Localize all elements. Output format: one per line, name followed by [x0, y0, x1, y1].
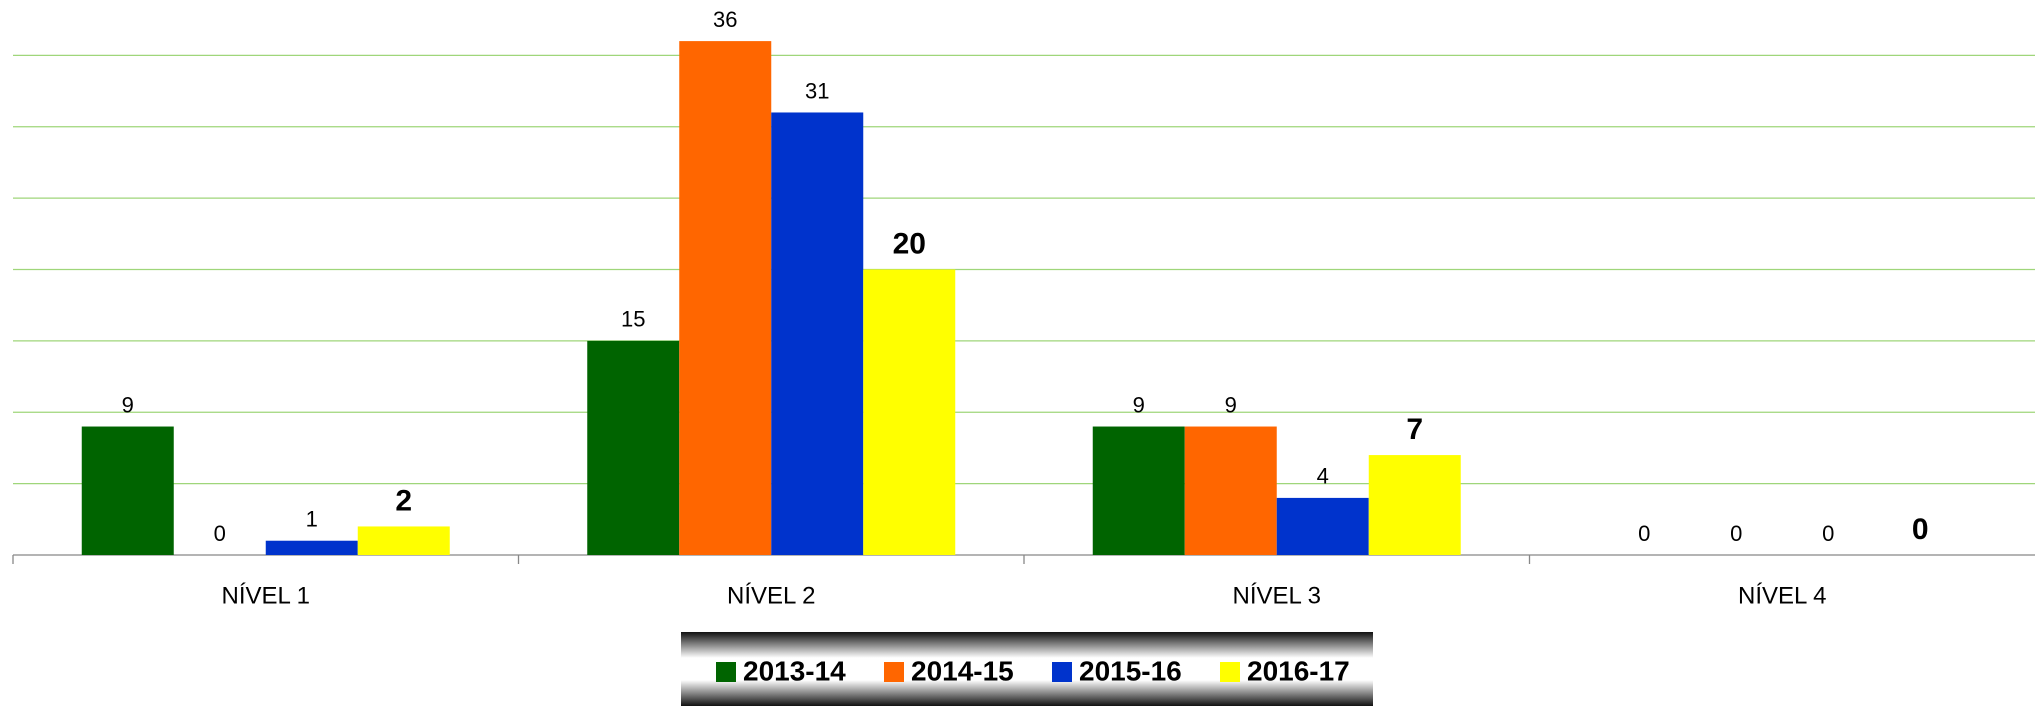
legend-label: 2015-16: [1079, 655, 1182, 686]
x-tick-label: NÍVEL 4: [1738, 582, 1827, 609]
legend-label: 2014-15: [911, 655, 1014, 686]
bar: [1276, 497, 1369, 555]
legend-label: 2016-17: [1247, 655, 1350, 686]
legend-swatch: [884, 662, 904, 682]
data-label: 0: [1822, 521, 1834, 546]
bar: [81, 426, 174, 555]
bar: [863, 269, 956, 555]
data-label: 2: [395, 484, 412, 517]
bar: [1184, 426, 1277, 555]
bar: [357, 526, 450, 555]
data-label: 0: [214, 521, 226, 546]
legend-label: 2013-14: [743, 655, 846, 686]
data-label: 9: [1225, 392, 1237, 417]
bar: [265, 540, 358, 555]
x-tick-label: NÍVEL 1: [222, 582, 311, 609]
bar: [679, 41, 772, 556]
data-label: 20: [893, 227, 926, 260]
data-label: 0: [1638, 521, 1650, 546]
data-label: 0: [1730, 521, 1742, 546]
x-tick-label: NÍVEL 2: [727, 582, 816, 609]
bar: [587, 340, 680, 555]
data-label: 36: [713, 7, 737, 32]
legend-box: [681, 632, 1373, 706]
data-label: 7: [1406, 413, 1423, 446]
legend-swatch: [1220, 662, 1240, 682]
data-label: 31: [805, 78, 829, 103]
bar: [1368, 455, 1461, 555]
data-label: 4: [1317, 464, 1329, 489]
data-label: 9: [1133, 392, 1145, 417]
legend-swatch: [1052, 662, 1072, 682]
x-tick-label: NÍVEL 3: [1233, 582, 1322, 609]
legend-swatch: [716, 662, 736, 682]
bar: [1092, 426, 1185, 555]
bar: [771, 112, 864, 555]
data-label: 15: [621, 307, 645, 332]
data-label: 0: [1912, 513, 1929, 546]
data-label: 1: [306, 507, 318, 532]
data-label: 9: [122, 392, 134, 417]
